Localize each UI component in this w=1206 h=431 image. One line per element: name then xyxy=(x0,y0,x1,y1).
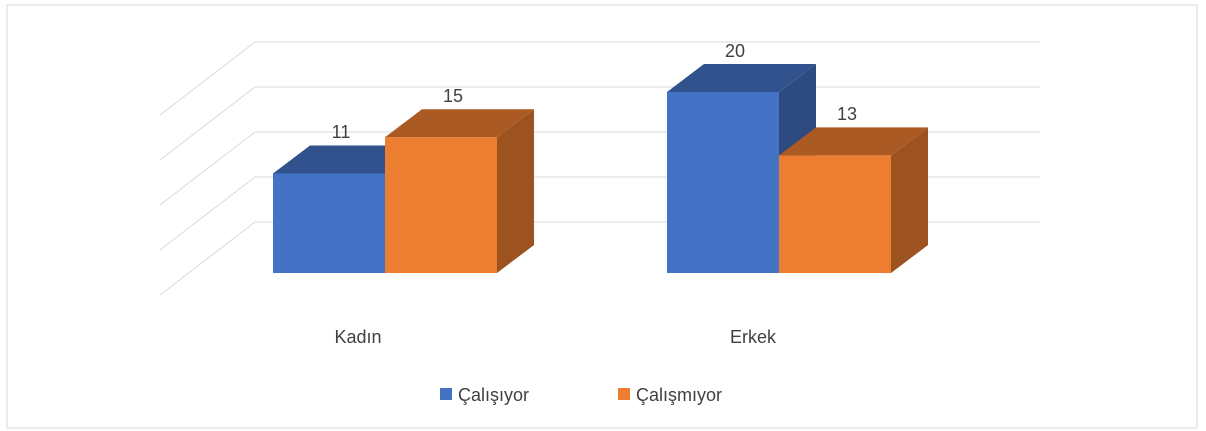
data-label: 15 xyxy=(443,86,463,106)
legend-label: Çalışmıyor xyxy=(636,385,722,405)
bar-side xyxy=(891,127,928,273)
side-grid-line xyxy=(159,176,256,251)
side-grid-line xyxy=(159,131,256,206)
bar xyxy=(667,92,779,273)
side-grid-line xyxy=(159,221,256,296)
bar xyxy=(779,155,891,273)
bar-side xyxy=(497,109,534,273)
bar xyxy=(385,137,497,273)
x-tick-label: Erkek xyxy=(730,327,777,347)
chart-frame xyxy=(6,4,1198,429)
data-label: 20 xyxy=(725,41,745,61)
bar-top xyxy=(273,145,422,174)
bar-top xyxy=(385,109,534,138)
legend-swatch xyxy=(440,388,452,400)
data-label: 13 xyxy=(837,104,857,124)
bar-top xyxy=(779,127,928,156)
side-grid-line xyxy=(159,41,256,116)
bar-top xyxy=(667,64,816,92)
legend-swatch xyxy=(618,388,630,400)
x-tick-label: Kadın xyxy=(334,327,381,347)
data-label: 11 xyxy=(332,122,351,142)
legend-label: Çalışıyor xyxy=(458,385,529,405)
bar xyxy=(273,173,385,273)
side-grid-line xyxy=(159,86,256,161)
